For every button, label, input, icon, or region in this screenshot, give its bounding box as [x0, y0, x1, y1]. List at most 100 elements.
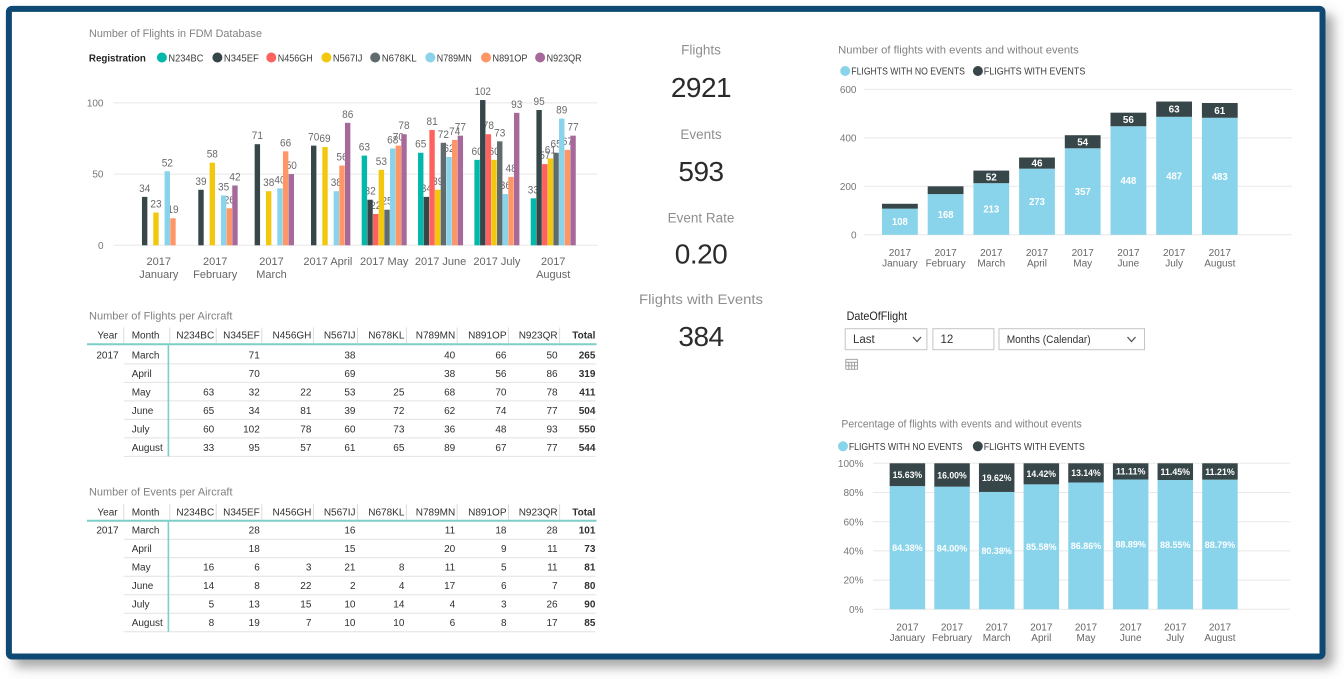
- svg-text:Last: Last: [853, 334, 876, 346]
- svg-text:357: 357: [1075, 187, 1091, 198]
- svg-text:86: 86: [342, 109, 353, 121]
- svg-text:2017: 2017: [1163, 248, 1186, 259]
- svg-text:56: 56: [495, 369, 507, 380]
- svg-text:86.86%: 86.86%: [1071, 541, 1102, 552]
- svg-text:38: 38: [444, 369, 456, 380]
- svg-text:N678KL: N678KL: [368, 507, 405, 518]
- svg-text:March: March: [256, 269, 287, 281]
- svg-text:2017: 2017: [934, 248, 957, 259]
- svg-text:84.38%: 84.38%: [892, 543, 923, 554]
- svg-text:40: 40: [444, 350, 456, 361]
- svg-text:2017: 2017: [1030, 622, 1053, 633]
- svg-text:12: 12: [941, 334, 954, 346]
- svg-text:52: 52: [162, 157, 173, 169]
- svg-text:N678KL: N678KL: [368, 331, 405, 342]
- svg-text:38: 38: [263, 177, 274, 189]
- svg-text:2017: 2017: [1164, 622, 1187, 633]
- svg-text:8: 8: [254, 581, 260, 592]
- svg-text:10: 10: [393, 618, 405, 629]
- svg-text:34: 34: [249, 406, 261, 417]
- svg-text:Month: Month: [132, 507, 160, 518]
- svg-text:73: 73: [494, 127, 505, 139]
- svg-text:78: 78: [546, 387, 558, 398]
- svg-text:2017: 2017: [980, 248, 1003, 259]
- svg-text:Total: Total: [572, 331, 595, 342]
- svg-text:2017: 2017: [1120, 622, 1143, 633]
- svg-text:71: 71: [249, 350, 261, 361]
- svg-text:80.38%: 80.38%: [981, 546, 1012, 557]
- svg-text:200: 200: [840, 182, 857, 193]
- svg-text:Flights with Events: Flights with Events: [639, 292, 763, 307]
- svg-text:61: 61: [545, 144, 556, 156]
- svg-text:95: 95: [534, 96, 545, 108]
- svg-text:72: 72: [393, 406, 405, 417]
- svg-text:70: 70: [308, 132, 319, 144]
- svg-text:448: 448: [1121, 176, 1137, 187]
- svg-text:Year: Year: [97, 331, 118, 342]
- svg-text:N345EF: N345EF: [223, 331, 260, 342]
- svg-text:10: 10: [344, 618, 356, 629]
- svg-text:50: 50: [546, 350, 558, 361]
- svg-text:N567IJ: N567IJ: [333, 52, 363, 64]
- svg-text:0.20: 0.20: [675, 239, 728, 270]
- svg-text:June: June: [132, 581, 154, 592]
- svg-text:January: January: [890, 633, 926, 644]
- svg-text:18: 18: [249, 544, 261, 555]
- svg-text:13.14%: 13.14%: [1071, 468, 1101, 479]
- svg-text:26: 26: [224, 194, 235, 206]
- svg-text:July: July: [132, 424, 150, 435]
- svg-text:2017: 2017: [1209, 248, 1232, 259]
- svg-text:8: 8: [209, 618, 215, 629]
- svg-text:8: 8: [501, 618, 507, 629]
- svg-text:11: 11: [445, 526, 456, 537]
- svg-text:9: 9: [501, 544, 507, 555]
- svg-text:62: 62: [443, 143, 454, 155]
- svg-text:April: April: [1027, 258, 1047, 269]
- svg-text:86: 86: [546, 369, 558, 380]
- svg-text:N345EF: N345EF: [223, 507, 260, 518]
- svg-text:2017: 2017: [896, 622, 919, 633]
- svg-text:80%: 80%: [843, 488, 863, 499]
- svg-text:89: 89: [556, 105, 567, 117]
- svg-text:April: April: [132, 544, 152, 555]
- svg-text:38: 38: [331, 177, 342, 189]
- svg-text:42: 42: [229, 172, 240, 184]
- svg-text:78: 78: [398, 120, 409, 132]
- svg-text:89: 89: [444, 443, 456, 454]
- svg-text:90: 90: [584, 600, 596, 611]
- svg-text:February: February: [932, 633, 972, 644]
- svg-text:48: 48: [506, 163, 517, 175]
- svg-text:88.55%: 88.55%: [1160, 540, 1191, 551]
- svg-text:5: 5: [501, 563, 507, 574]
- svg-text:78: 78: [300, 424, 312, 435]
- svg-text:2017 May: 2017 May: [360, 256, 409, 268]
- svg-text:50: 50: [92, 170, 104, 181]
- svg-text:483: 483: [1212, 172, 1228, 183]
- svg-text:May: May: [1077, 633, 1096, 644]
- svg-text:68: 68: [444, 387, 456, 398]
- svg-text:2017: 2017: [203, 256, 227, 268]
- svg-text:74: 74: [495, 406, 507, 417]
- svg-text:19: 19: [167, 204, 178, 216]
- svg-text:14: 14: [203, 581, 215, 592]
- svg-text:78: 78: [483, 120, 494, 132]
- svg-text:Events: Events: [680, 127, 722, 142]
- svg-text:May: May: [132, 387, 151, 398]
- svg-text:38: 38: [344, 350, 356, 361]
- svg-text:63: 63: [203, 387, 215, 398]
- svg-text:63: 63: [1169, 105, 1180, 116]
- svg-text:273: 273: [1029, 197, 1045, 208]
- svg-text:11.11%: 11.11%: [1116, 467, 1146, 478]
- svg-text:Number of Flights per Aircraft: Number of Flights per Aircraft: [89, 311, 233, 323]
- svg-text:28: 28: [249, 526, 261, 537]
- svg-text:Flights: Flights: [681, 43, 721, 58]
- svg-text:593: 593: [678, 156, 723, 187]
- svg-text:35: 35: [218, 182, 229, 194]
- svg-text:February: February: [926, 258, 966, 269]
- svg-text:June: June: [1118, 258, 1140, 269]
- svg-text:11: 11: [547, 544, 558, 555]
- svg-text:108: 108: [892, 217, 908, 228]
- svg-text:25: 25: [381, 196, 392, 208]
- svg-text:400: 400: [840, 134, 857, 145]
- svg-text:77: 77: [568, 122, 579, 134]
